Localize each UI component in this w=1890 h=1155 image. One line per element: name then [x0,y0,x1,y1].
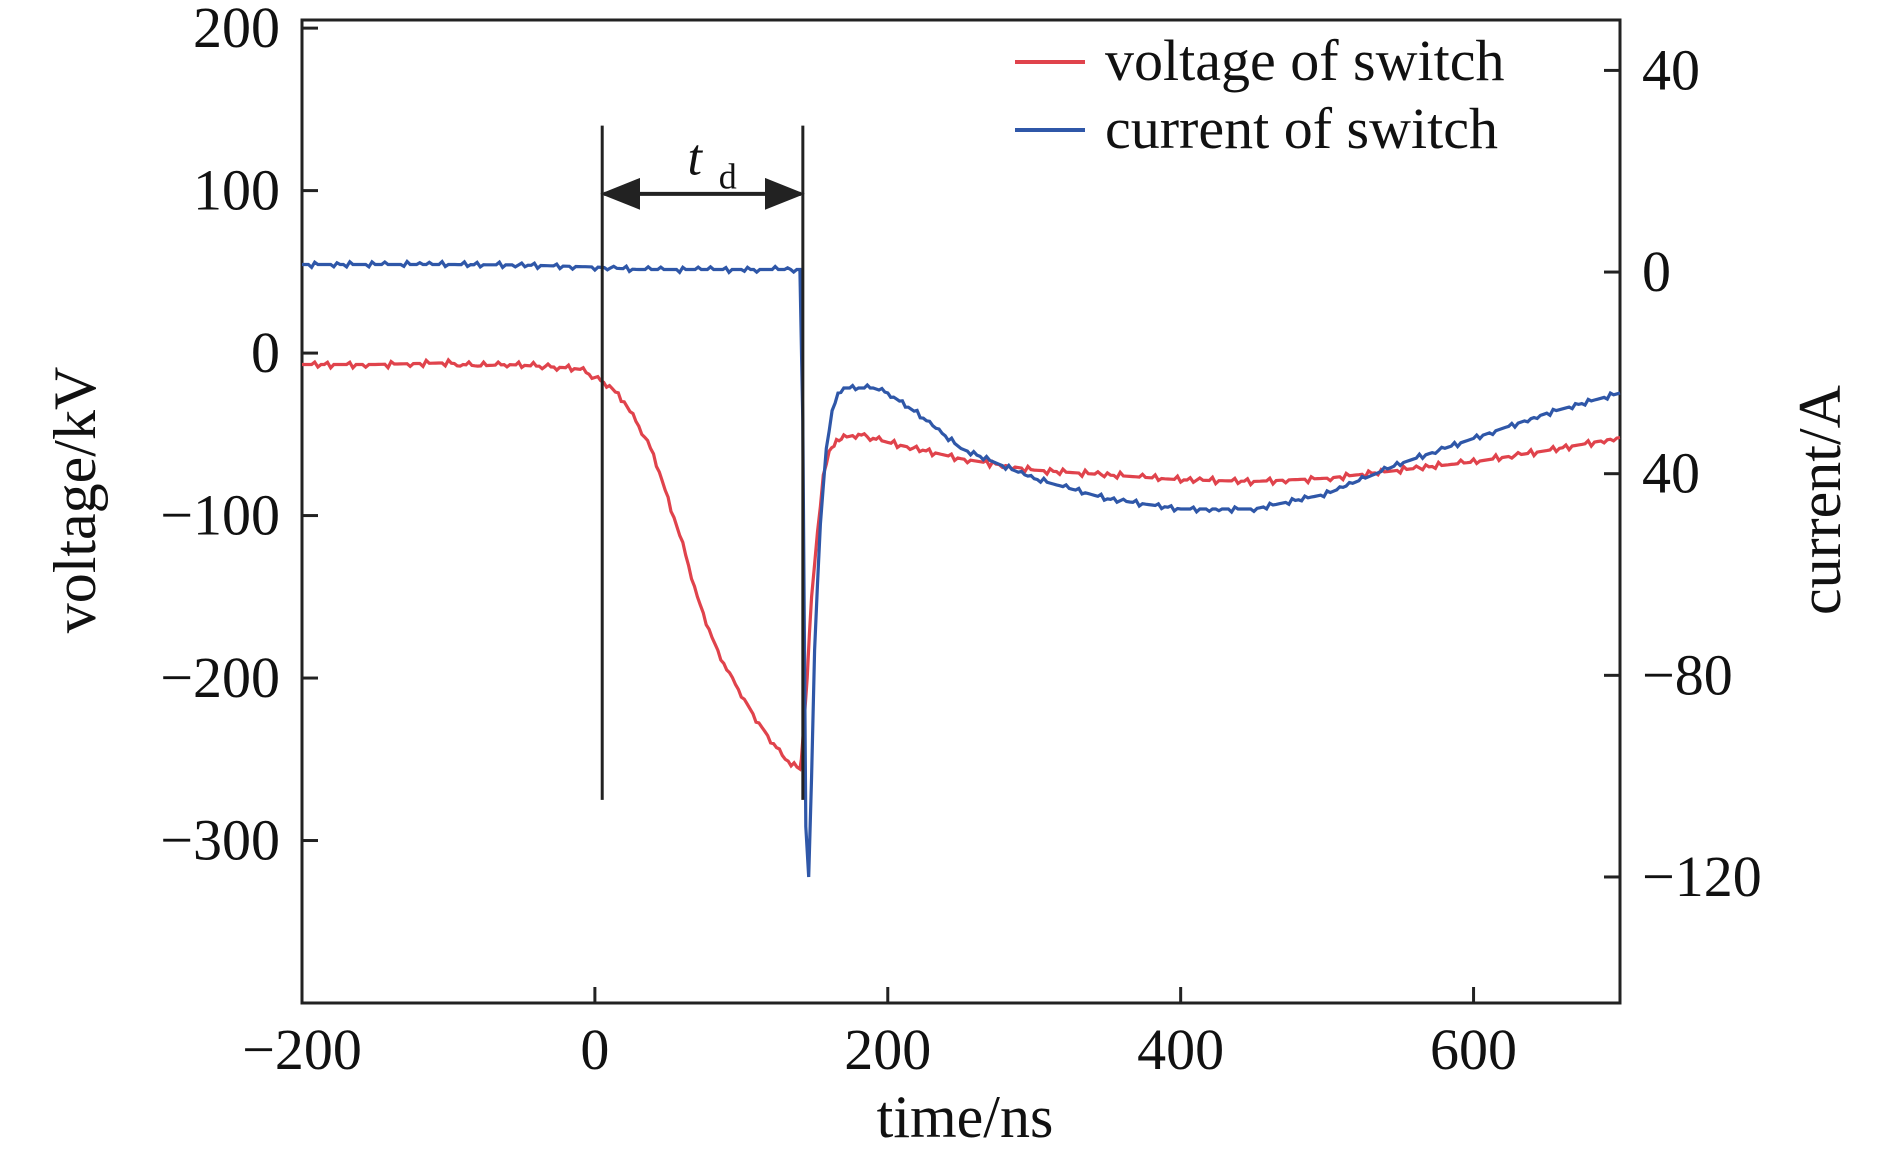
right-y-tick-label: 0 [1642,239,1671,304]
series-line-current [302,259,1621,878]
right-y-tick-label: −120 [1642,844,1762,909]
right-y-axis-title: current/A [1787,385,1853,615]
right-y-tick-label: 40 [1642,37,1700,102]
legend: voltage of switch current of switch [1015,28,1504,161]
x-tick-label: 0 [580,1017,609,1082]
plot-border [300,18,1622,1005]
x-tick-label: 600 [1430,1017,1517,1082]
x-tick-label: 400 [1137,1017,1224,1082]
left-y-tick-label: −200 [160,645,280,710]
x-axis-title: time/ns [877,1084,1054,1150]
legend-label-current: current of switch [1105,96,1498,161]
td-label: t [687,129,703,186]
left-y-tick-label: 0 [251,320,280,385]
left-y-axis-ticks: 200 100 0 −100 −200 −300 [160,0,318,873]
x-tick-label: 200 [844,1017,931,1082]
right-y-axis-ticks: 40 0 40 −80 −120 [1604,37,1762,909]
left-y-axis-title: voltage/kV [42,367,108,634]
legend-label-voltage: voltage of switch [1105,28,1504,93]
td-label-subscript: d [719,156,737,196]
x-axis-ticks: −200 0 200 400 600 [242,987,1517,1082]
right-y-tick-label: −80 [1642,642,1733,707]
plot-series [302,259,1621,878]
left-y-tick-label: −300 [160,808,280,873]
series-line-voltage [302,357,1621,772]
right-y-tick-label: 40 [1642,441,1700,506]
plot-frame [300,18,1622,1005]
left-y-tick-label: 200 [193,0,280,60]
left-y-tick-label: −100 [160,483,280,548]
x-tick-label: −200 [242,1017,362,1082]
left-y-tick-label: 100 [193,158,280,223]
